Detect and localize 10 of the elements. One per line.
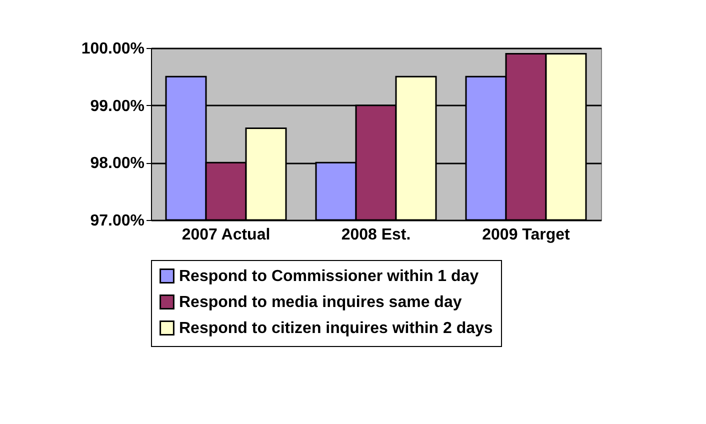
legend-label: Respond to citizen inquires within 2 days bbox=[179, 320, 493, 337]
x-tick-label: 2008 Est. bbox=[341, 226, 411, 244]
y-tick-label: 99.00% bbox=[90, 98, 144, 115]
x-tick-label: 2007 Actual bbox=[182, 226, 270, 244]
y-tick-label: 97.00% bbox=[90, 212, 144, 230]
legend-label: Respond to media inquires same day bbox=[179, 294, 462, 311]
y-tick-label: 100.00% bbox=[81, 40, 144, 58]
x-tick-label: 2009 Target bbox=[482, 226, 571, 244]
legend-label: Respond to Commissioner within 1 day bbox=[179, 268, 479, 285]
y-tick-label: 98.00% bbox=[90, 155, 144, 172]
